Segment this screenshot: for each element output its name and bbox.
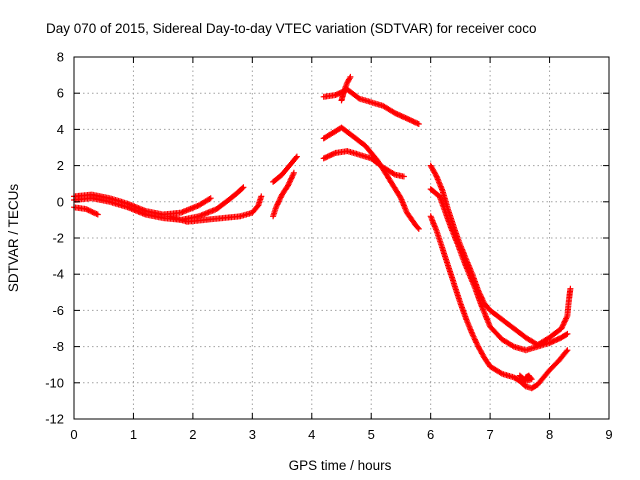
series-track-k (427, 162, 574, 348)
data-point-marks (320, 124, 422, 232)
data-point-marks (270, 169, 297, 220)
x-tick-label: 7 (486, 427, 493, 442)
data-point-marks (270, 153, 300, 185)
series-track-d (166, 193, 265, 225)
series-track-j (320, 148, 407, 180)
data-point-marks (516, 372, 535, 384)
x-axis-label: GPS time / hours (289, 458, 392, 473)
x-tick-label: 8 (546, 427, 553, 442)
y-tick-label: 2 (57, 158, 64, 173)
data-point-marks (427, 186, 571, 354)
data-point-marks (166, 193, 265, 225)
y-tick-label: -6 (52, 303, 64, 318)
y-tick-label: 0 (57, 194, 64, 209)
grid-lines (74, 57, 609, 419)
data-point-marks (71, 204, 101, 218)
data-point-marks (320, 148, 407, 180)
axis-ticks (73, 56, 610, 420)
x-tick-label: 6 (427, 427, 434, 442)
y-tick-label: -4 (52, 267, 64, 282)
x-tick-label: 5 (368, 427, 375, 442)
y-tick-labels: -12 -10 -8 -6 -4 -2 0 2 4 6 8 (45, 50, 64, 427)
x-tick-label: 1 (130, 427, 137, 442)
x-tick-label: 0 (70, 427, 77, 442)
y-tick-label: -8 (52, 339, 64, 354)
series-track-i (320, 124, 422, 232)
data-point-marks (427, 162, 574, 348)
series-track-m (427, 213, 571, 392)
series-track-l (427, 186, 571, 354)
data-marks (71, 73, 574, 392)
y-tick-label: -10 (45, 375, 64, 390)
y-tick-label: -2 (52, 231, 64, 246)
y-tick-label: 4 (57, 122, 64, 137)
series-track-c (71, 204, 101, 218)
x-tick-label: 4 (308, 427, 315, 442)
y-tick-label: 8 (57, 50, 64, 65)
y-axis-label: SDTVAR / TECUs (6, 184, 21, 293)
x-tick-label: 9 (605, 427, 612, 442)
series-track-n (516, 372, 535, 384)
x-tick-labels: 0 1 2 3 4 5 6 7 8 9 (70, 427, 612, 442)
chart-title: Day 070 of 2015, Sidereal Day-to-day VTE… (46, 21, 536, 36)
series-track-f (270, 153, 300, 185)
y-tick-label: 6 (57, 86, 64, 101)
y-tick-label: -12 (45, 412, 64, 427)
series-track-e (270, 169, 297, 220)
x-tick-label: 2 (189, 427, 196, 442)
x-tick-label: 3 (249, 427, 256, 442)
series-track-h (338, 73, 354, 104)
data-point-marks (427, 213, 571, 392)
data-point-marks (338, 73, 354, 104)
